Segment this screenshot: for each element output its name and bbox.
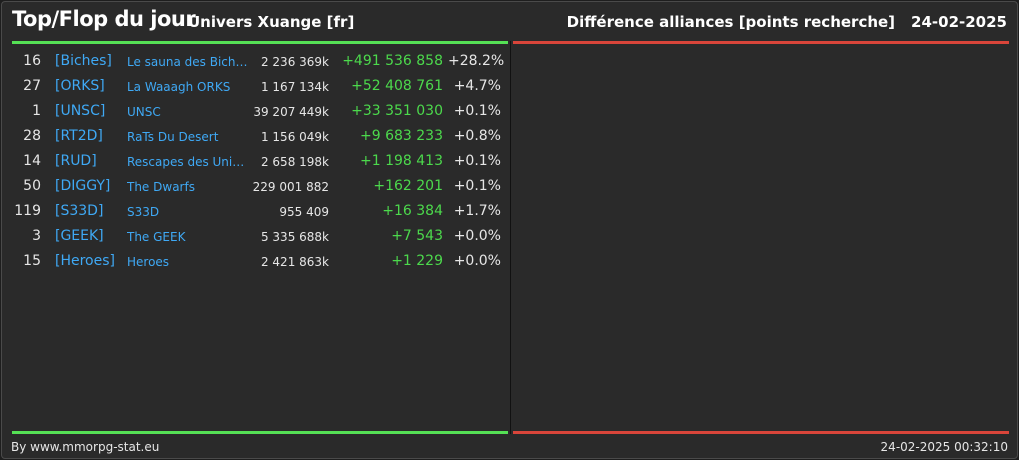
alliance-name[interactable]: S33D bbox=[127, 205, 160, 219]
percent-change: +4.7% bbox=[453, 78, 501, 94]
top-section-bottom-bar bbox=[12, 431, 508, 434]
table-row: 28 [RT2D] RaTs Du Desert 1 156 049k +9 683 2… bbox=[2, 124, 508, 149]
alliance-tag[interactable]: [UNSC] bbox=[55, 103, 106, 119]
points-difference: +1 229 bbox=[391, 253, 443, 269]
table-row: 27 [ORKS] La Waaagh ORKS 1 167 134k +52 408 … bbox=[2, 74, 508, 99]
percent-change: +0.0% bbox=[453, 228, 501, 244]
top-gainers-list: 16 [Biches] Le sauna des Biche... 2 236 369… bbox=[2, 49, 508, 274]
alliance-rank: 15 bbox=[23, 253, 41, 269]
points-difference: +7 543 bbox=[391, 228, 443, 244]
table-row: 119 [S33D] S33D 955 409 +16 384 +1.7% bbox=[2, 199, 508, 224]
alliance-name[interactable]: Heroes bbox=[127, 255, 170, 269]
alliance-points: 2 236 369k bbox=[260, 55, 329, 69]
table-row: 14 [RUD] Rescapes des Univ... 2 658 198k +1 … bbox=[2, 149, 508, 174]
alliance-tag[interactable]: [GEEK] bbox=[55, 228, 104, 244]
alliance-tag[interactable]: [ORKS] bbox=[55, 78, 105, 94]
table-row: 15 [Heroes] Heroes 2 421 863k +1 229 +0.0% bbox=[2, 249, 508, 274]
percent-change: +28.2% bbox=[448, 53, 505, 69]
alliance-rank: 119 bbox=[14, 203, 41, 219]
column-divider bbox=[510, 41, 511, 434]
points-difference: +491 536 858 bbox=[342, 53, 443, 69]
alliance-name[interactable]: RaTs Du Desert bbox=[127, 130, 219, 144]
alliance-name[interactable]: La Waaagh ORKS bbox=[127, 80, 231, 94]
alliance-tag[interactable]: [Heroes] bbox=[55, 253, 115, 269]
percent-change: +1.7% bbox=[453, 203, 501, 219]
alliance-rank: 1 bbox=[32, 103, 41, 119]
alliance-tag[interactable]: [S33D] bbox=[55, 203, 104, 219]
alliance-points: 1 167 134k bbox=[260, 80, 329, 94]
alliance-tag[interactable]: [RUD] bbox=[55, 153, 97, 169]
alliance-name[interactable]: The Dwarfs bbox=[127, 180, 195, 194]
alliance-name[interactable]: UNSC bbox=[127, 105, 161, 119]
points-difference: +33 351 030 bbox=[351, 103, 443, 119]
top-section-bar bbox=[12, 41, 508, 44]
table-row: 3 [GEEK] The GEEK 5 335 688k +7 543 +0.0% bbox=[2, 224, 508, 249]
alliance-points: 2 658 198k bbox=[260, 155, 329, 169]
alliance-name[interactable]: The GEEK bbox=[127, 230, 186, 244]
alliance-rank: 14 bbox=[23, 153, 41, 169]
alliance-tag[interactable]: [DIGGY] bbox=[55, 178, 111, 194]
alliance-points: 955 409 bbox=[279, 205, 329, 219]
flop-section-bar bbox=[513, 41, 1009, 44]
alliance-rank: 50 bbox=[23, 178, 41, 194]
alliance-rank: 27 bbox=[23, 78, 41, 94]
header-right: Différence alliances [points recherche] 2… bbox=[567, 13, 1007, 31]
universe-subtitle: Univers Xuange [fr] bbox=[188, 13, 355, 31]
alliance-points: 2 421 863k bbox=[260, 255, 329, 269]
alliance-tag[interactable]: [RT2D] bbox=[55, 128, 103, 144]
alliance-name[interactable]: Le sauna des Biche... bbox=[127, 55, 249, 69]
alliance-rank: 28 bbox=[23, 128, 41, 144]
points-difference: +9 683 233 bbox=[360, 128, 443, 144]
alliance-points: 229 001 882 bbox=[252, 180, 329, 194]
points-difference: +16 384 bbox=[382, 203, 443, 219]
alliance-points: 39 207 449k bbox=[253, 105, 329, 119]
table-row: 1 [UNSC] UNSC 39 207 449k +33 351 030 +0.1% bbox=[2, 99, 508, 124]
points-difference: +52 408 761 bbox=[351, 78, 443, 94]
generated-timestamp: 24-02-2025 00:32:10 bbox=[880, 440, 1008, 454]
points-difference: +1 198 413 bbox=[360, 153, 443, 169]
percent-change: +0.1% bbox=[453, 153, 501, 169]
table-row: 50 [DIGGY] The Dwarfs 229 001 882 +162 201 +0… bbox=[2, 174, 508, 199]
points-difference: +162 201 bbox=[373, 178, 443, 194]
alliance-rank: 3 bbox=[32, 228, 41, 244]
flop-section-bottom-bar bbox=[513, 431, 1009, 434]
alliance-points: 1 156 049k bbox=[260, 130, 329, 144]
alliance-points: 5 335 688k bbox=[260, 230, 329, 244]
percent-change: +0.0% bbox=[453, 253, 501, 269]
alliance-name[interactable]: Rescapes des Univ... bbox=[127, 155, 249, 169]
alliance-tag[interactable]: [Biches] bbox=[55, 53, 112, 69]
percent-change: +0.1% bbox=[453, 178, 501, 194]
table-row: 16 [Biches] Le sauna des Biche... 2 236 369… bbox=[2, 49, 508, 74]
header-date: 24-02-2025 bbox=[911, 13, 1007, 31]
percent-change: +0.1% bbox=[453, 103, 501, 119]
ranking-type-label: Différence alliances [points recherche] bbox=[566, 13, 896, 31]
percent-change: +0.8% bbox=[453, 128, 501, 144]
alliance-rank: 16 bbox=[23, 53, 41, 69]
page-title: Top/Flop du jour bbox=[12, 7, 196, 31]
site-credit: By www.mmorpg-stat.eu bbox=[11, 440, 160, 454]
